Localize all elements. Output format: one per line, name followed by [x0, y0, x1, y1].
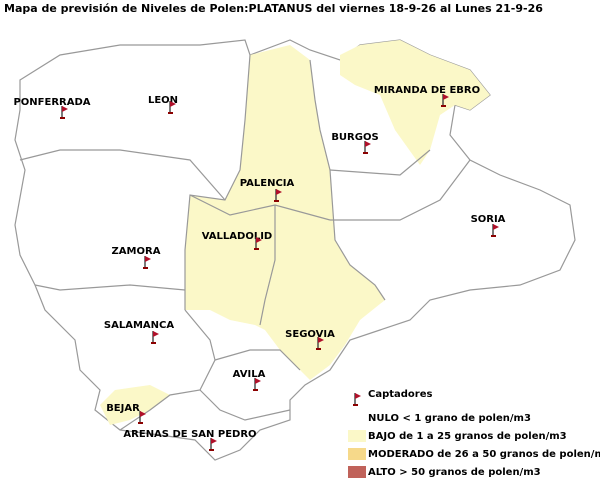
flag-base: [168, 112, 173, 114]
flag-cloth: [255, 378, 261, 384]
flag-base: [316, 348, 321, 350]
station-label: ZAMORA: [112, 246, 161, 257]
legend-swatch: [348, 430, 366, 442]
station-label: ARENAS DE SAN PEDRO: [123, 429, 256, 440]
flag-cloth: [365, 141, 371, 147]
flag-base: [441, 105, 446, 107]
flag-cloth: [153, 331, 159, 337]
flag-base: [274, 200, 279, 202]
station-flag: [143, 256, 151, 269]
legend-label: BAJO de 1 a 25 granos de polen/m3: [368, 431, 567, 442]
station-flag: [168, 101, 176, 114]
station-flag: [363, 141, 371, 154]
station-flag: [138, 411, 146, 424]
station-flag: [253, 378, 261, 391]
station-label: SALAMANCA: [104, 320, 174, 331]
flag-cloth: [140, 411, 146, 417]
station-label: AVILA: [233, 369, 266, 380]
flag-cloth: [443, 94, 449, 100]
legend-label: ALTO > 50 granos de polen/m3: [368, 467, 541, 478]
legend-swatch: [348, 412, 366, 424]
station-flag: [209, 438, 217, 451]
station-flag: [274, 189, 282, 202]
legend-label: Captadores: [368, 389, 433, 400]
flag-cloth: [145, 256, 151, 262]
flag-base: [60, 117, 65, 119]
station-flag: [316, 337, 324, 350]
station-label: LEON: [148, 95, 178, 106]
flag-cloth: [170, 101, 176, 107]
station-label: BEJAR: [106, 403, 140, 414]
flag-base: [253, 389, 258, 391]
flag-base: [138, 422, 143, 424]
flag-cloth: [355, 393, 361, 399]
station-flag: [491, 224, 499, 237]
flag-base: [209, 449, 214, 451]
station-label: BURGOS: [331, 132, 378, 143]
station-label: SORIA: [471, 214, 506, 225]
flag-base: [363, 152, 368, 154]
map-title: Mapa de previsión de Niveles de Polen:PL…: [4, 2, 543, 15]
legend-swatch: [348, 448, 366, 460]
flag-cloth: [318, 337, 324, 343]
flag-base: [353, 404, 358, 406]
legend-swatch: [348, 466, 366, 478]
legend-label: MODERADO de 26 a 50 granos de polen/m3: [368, 449, 600, 460]
station-label: MIRANDA DE EBRO: [374, 85, 480, 96]
flag-base: [151, 342, 156, 344]
flag-cloth: [62, 106, 68, 112]
flag-base: [491, 235, 496, 237]
flag-base: [254, 248, 259, 250]
region-outline: [14, 39, 576, 461]
station-label: PALENCIA: [240, 178, 295, 189]
station-flag: [60, 106, 68, 119]
station-flag: [151, 331, 159, 344]
flag-cloth: [276, 189, 282, 195]
flag-cloth: [256, 237, 262, 243]
flag-cloth: [493, 224, 499, 230]
station-label: VALLADOLID: [202, 231, 272, 242]
station-flag: [254, 237, 262, 250]
flag-cloth: [211, 438, 217, 444]
station-label: SEGOVIA: [285, 329, 335, 340]
station-flag: [441, 94, 449, 107]
flag-base: [143, 267, 148, 269]
station-label: PONFERRADA: [13, 97, 90, 108]
station-flag: [353, 393, 361, 406]
legend-label: NULO < 1 grano de polen/m3: [368, 413, 531, 424]
